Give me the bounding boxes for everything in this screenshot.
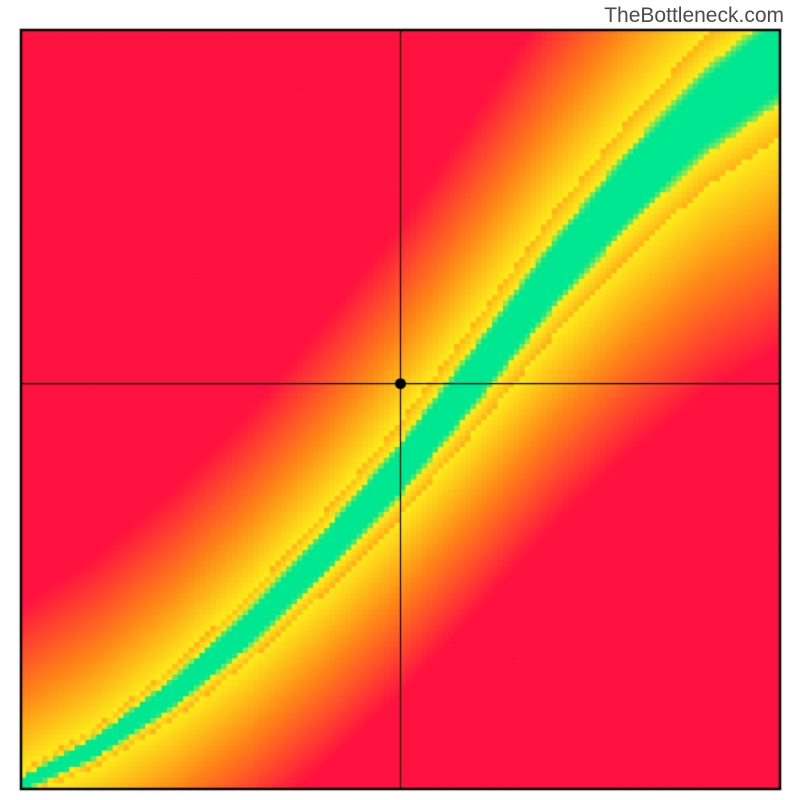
heatmap-canvas [0,0,800,800]
chart-container: TheBottleneck.com [0,0,800,800]
watermark-text: TheBottleneck.com [604,4,784,28]
